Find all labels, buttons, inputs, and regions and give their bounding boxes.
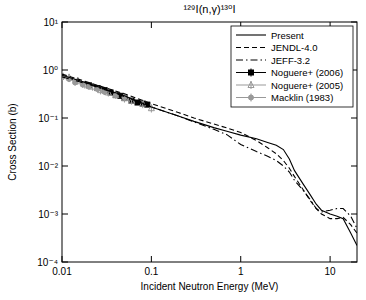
scatter-series <box>62 71 154 112</box>
y-tick <box>62 262 68 263</box>
x-tick-label: 10 <box>325 266 337 277</box>
legend-label: JEFF-3.2 <box>271 55 310 66</box>
legend: PresentJENDL-4.0 JEFF-3.2Noguere+ (2006) N… <box>231 26 353 107</box>
legend-label: Macklin (1983) <box>271 92 333 103</box>
legend-label: JENDL-4.0 <box>271 42 317 53</box>
y-tick <box>351 262 357 263</box>
legend-label: Present <box>271 30 304 41</box>
legend-label: Noguere+ (2006) <box>271 67 343 78</box>
y-tick <box>351 22 357 23</box>
y-tick <box>62 214 68 215</box>
x-tick <box>330 256 331 262</box>
line-series <box>62 75 357 245</box>
x-tick <box>62 22 63 28</box>
x-tick-label: 0.1 <box>144 266 158 277</box>
plot-frame <box>62 22 357 262</box>
legend-swatch <box>249 95 254 100</box>
legend-swatch <box>236 34 266 35</box>
y-tick <box>351 166 357 167</box>
y-tick <box>62 22 68 23</box>
y-tick-label: 10⁻⁴ <box>37 257 58 268</box>
x-tick <box>240 256 241 262</box>
y-axis-label: Cross Section (b) <box>7 103 18 180</box>
y-tick <box>351 118 357 119</box>
y-tick-label: 10⁰ <box>43 65 58 76</box>
legend-swatch <box>248 82 254 88</box>
y-tick-label: 10¹ <box>44 17 59 28</box>
legend-box <box>231 26 353 107</box>
y-tick <box>62 70 68 71</box>
x-tick <box>151 256 152 262</box>
x-tick-label: 1 <box>238 266 244 277</box>
y-tick-label: 10⁻² <box>38 161 58 172</box>
y-tick <box>351 214 357 215</box>
legend-label: Noguere+ (2005) <box>271 80 343 91</box>
x-axis-label: Incident Neutron Energy (MeV) <box>141 281 279 292</box>
y-tick <box>62 166 68 167</box>
y-tick-label: 10⁻¹ <box>38 113 58 124</box>
y-tick <box>62 118 68 119</box>
chart: ¹²⁹I(n,γ)¹³⁰I0.010.111010⁻⁴10⁻³10⁻²10⁻¹1… <box>0 0 366 300</box>
legend-swatch <box>236 47 266 48</box>
x-tick <box>151 22 152 28</box>
line-series <box>62 77 357 229</box>
y-tick-label: 10⁻³ <box>38 209 58 220</box>
plot-area <box>62 71 357 245</box>
legend-swatch <box>236 59 266 60</box>
legend-swatch <box>249 70 254 75</box>
line-series <box>62 74 357 233</box>
title: ¹²⁹I(n,γ)¹³⁰I <box>184 3 236 15</box>
x-tick <box>62 256 63 262</box>
